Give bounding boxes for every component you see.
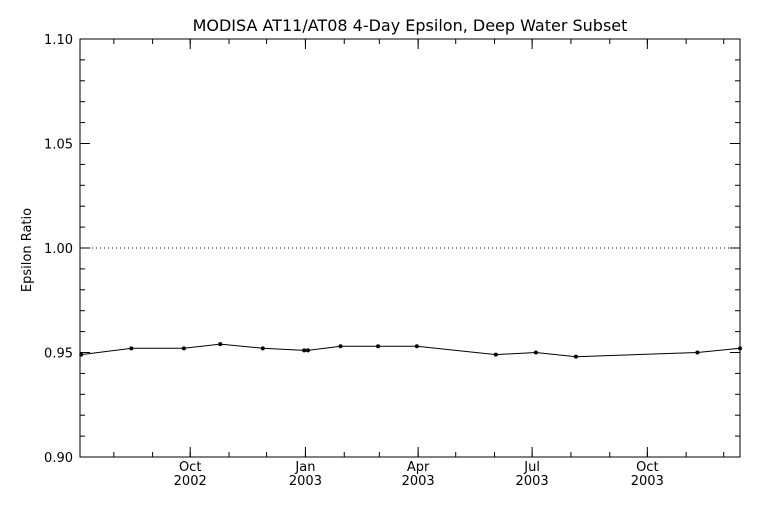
- x-tick-label-year: 2003: [516, 474, 549, 489]
- series-line: [81, 343, 741, 358]
- plot-area: [79, 247, 742, 359]
- y-tick-label: 1.10: [44, 33, 73, 48]
- x-tick-label-month: Oct: [636, 460, 658, 475]
- y-tick-label: 1.00: [44, 242, 73, 257]
- data-point: [738, 346, 742, 351]
- y-tick-label: 0.90: [44, 451, 73, 466]
- x-tick-label-month: Jan: [294, 460, 315, 475]
- data-point: [414, 344, 419, 349]
- y-tick-label: 0.95: [44, 347, 73, 362]
- chart-title: MODISA AT11/AT08 4-Day Epsilon, Deep Wat…: [193, 16, 628, 35]
- data-point: [305, 348, 310, 353]
- x-tick-label-year: 2003: [289, 474, 322, 489]
- data-point: [573, 354, 578, 359]
- data-point: [338, 344, 343, 349]
- plot-frame: [79, 38, 741, 458]
- data-point: [181, 346, 186, 351]
- data-point: [129, 346, 134, 351]
- x-tick-label-month: Jul: [523, 460, 540, 475]
- y-axis: 0.90 0.95 1.00 1.05 1.10: [44, 33, 740, 466]
- x-tick-label-month: Oct: [179, 460, 201, 475]
- data-point: [376, 344, 381, 349]
- data-point: [218, 342, 223, 347]
- data-point: [79, 352, 84, 357]
- x-tick-label-year: 2003: [402, 474, 435, 489]
- data-point: [533, 350, 538, 355]
- data-point: [302, 348, 307, 353]
- data-point: [260, 346, 265, 351]
- x-tick-label-year: 2003: [631, 474, 664, 489]
- data-point: [695, 350, 700, 355]
- data-point: [493, 352, 498, 357]
- x-tick-label-month: Apr: [407, 460, 430, 475]
- x-tick-label-year: 2002: [174, 474, 207, 489]
- y-tick-label: 1.05: [44, 138, 73, 153]
- y-axis-label: Epsilon Ratio: [20, 208, 35, 292]
